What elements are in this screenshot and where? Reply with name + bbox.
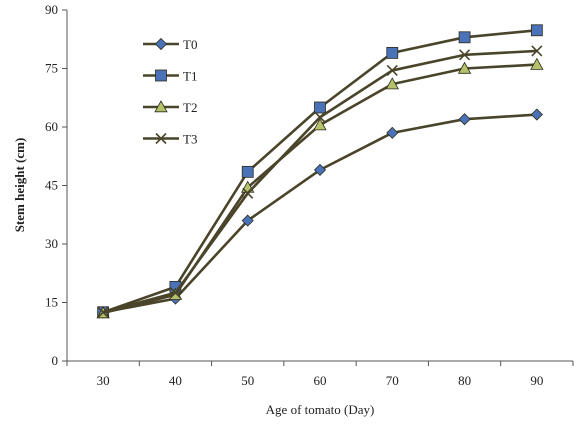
series-line-t0 (102, 113, 537, 314)
y-tick-label: 15 (45, 295, 58, 310)
data-point-t0 (530, 108, 543, 121)
x-axis-label: Age of tomato (Day) (266, 402, 375, 417)
x-tick-label: 80 (458, 373, 471, 388)
data-point-t2 (385, 77, 399, 90)
x-tick-label: 50 (241, 373, 254, 388)
y-tick-label: 30 (45, 236, 58, 251)
data-point-t3 (169, 287, 181, 299)
x-tick-label: 70 (386, 373, 399, 388)
y-axis-ticks: 0 15 30 45 60 75 90 (45, 2, 67, 368)
data-point-t0 (241, 214, 254, 227)
series-t3 (97, 45, 543, 318)
y-tick-label: 45 (45, 178, 58, 193)
legend-label: T0 (183, 37, 197, 52)
data-point-t2 (530, 57, 544, 70)
y-tick-label: 0 (52, 353, 59, 368)
data-point-t2 (457, 61, 472, 74)
legend-label: T3 (183, 132, 197, 147)
legend-marker-t2 (154, 100, 168, 113)
x-tick-label: 40 (169, 373, 182, 388)
legend-item-t2: T2 (143, 100, 197, 115)
data-point-t1 (386, 47, 399, 59)
data-point-t1 (530, 24, 543, 37)
legend-item-t0: T0 (143, 37, 197, 52)
data-point-t0 (313, 163, 327, 176)
x-tick-label: 30 (97, 373, 110, 388)
legend-label: T2 (183, 100, 197, 115)
legend-item-t1: T1 (143, 69, 197, 84)
data-point-t2 (313, 118, 327, 131)
data-point-t3 (459, 49, 471, 61)
data-point-t1 (458, 31, 471, 44)
legend-label: T1 (183, 69, 197, 84)
legend-marker-t0 (154, 37, 168, 51)
axes (66, 10, 573, 362)
data-point-t0 (458, 113, 471, 126)
data-point-t0 (386, 126, 399, 139)
y-tick-label: 90 (45, 2, 58, 17)
series-line-t3 (102, 49, 537, 314)
data-point-t3 (531, 45, 543, 57)
data-point-t3 (386, 64, 398, 77)
data-point-t3 (97, 306, 109, 318)
data-point-t3 (242, 187, 254, 199)
legend-item-t3: T3 (143, 132, 197, 147)
y-tick-label: 75 (45, 61, 58, 76)
data-point-t1 (241, 165, 254, 178)
y-tick-label: 60 (45, 119, 58, 134)
data-point-t3 (314, 111, 326, 123)
data-point-t1 (314, 101, 326, 114)
x-axis-ticks: 30 40 50 60 70 80 90 (66, 361, 574, 388)
series-t0 (97, 108, 543, 319)
legend: T0 T1 T2 T3 (143, 37, 197, 147)
x-tick-label: 60 (314, 373, 327, 388)
series-layer (96, 24, 544, 319)
y-axis-label: Stem height (cm) (12, 138, 27, 233)
x-tick-label: 90 (530, 373, 543, 388)
series-t2 (96, 57, 544, 319)
legend-marker-t1 (155, 69, 167, 82)
legend-marker-t3 (155, 132, 167, 145)
